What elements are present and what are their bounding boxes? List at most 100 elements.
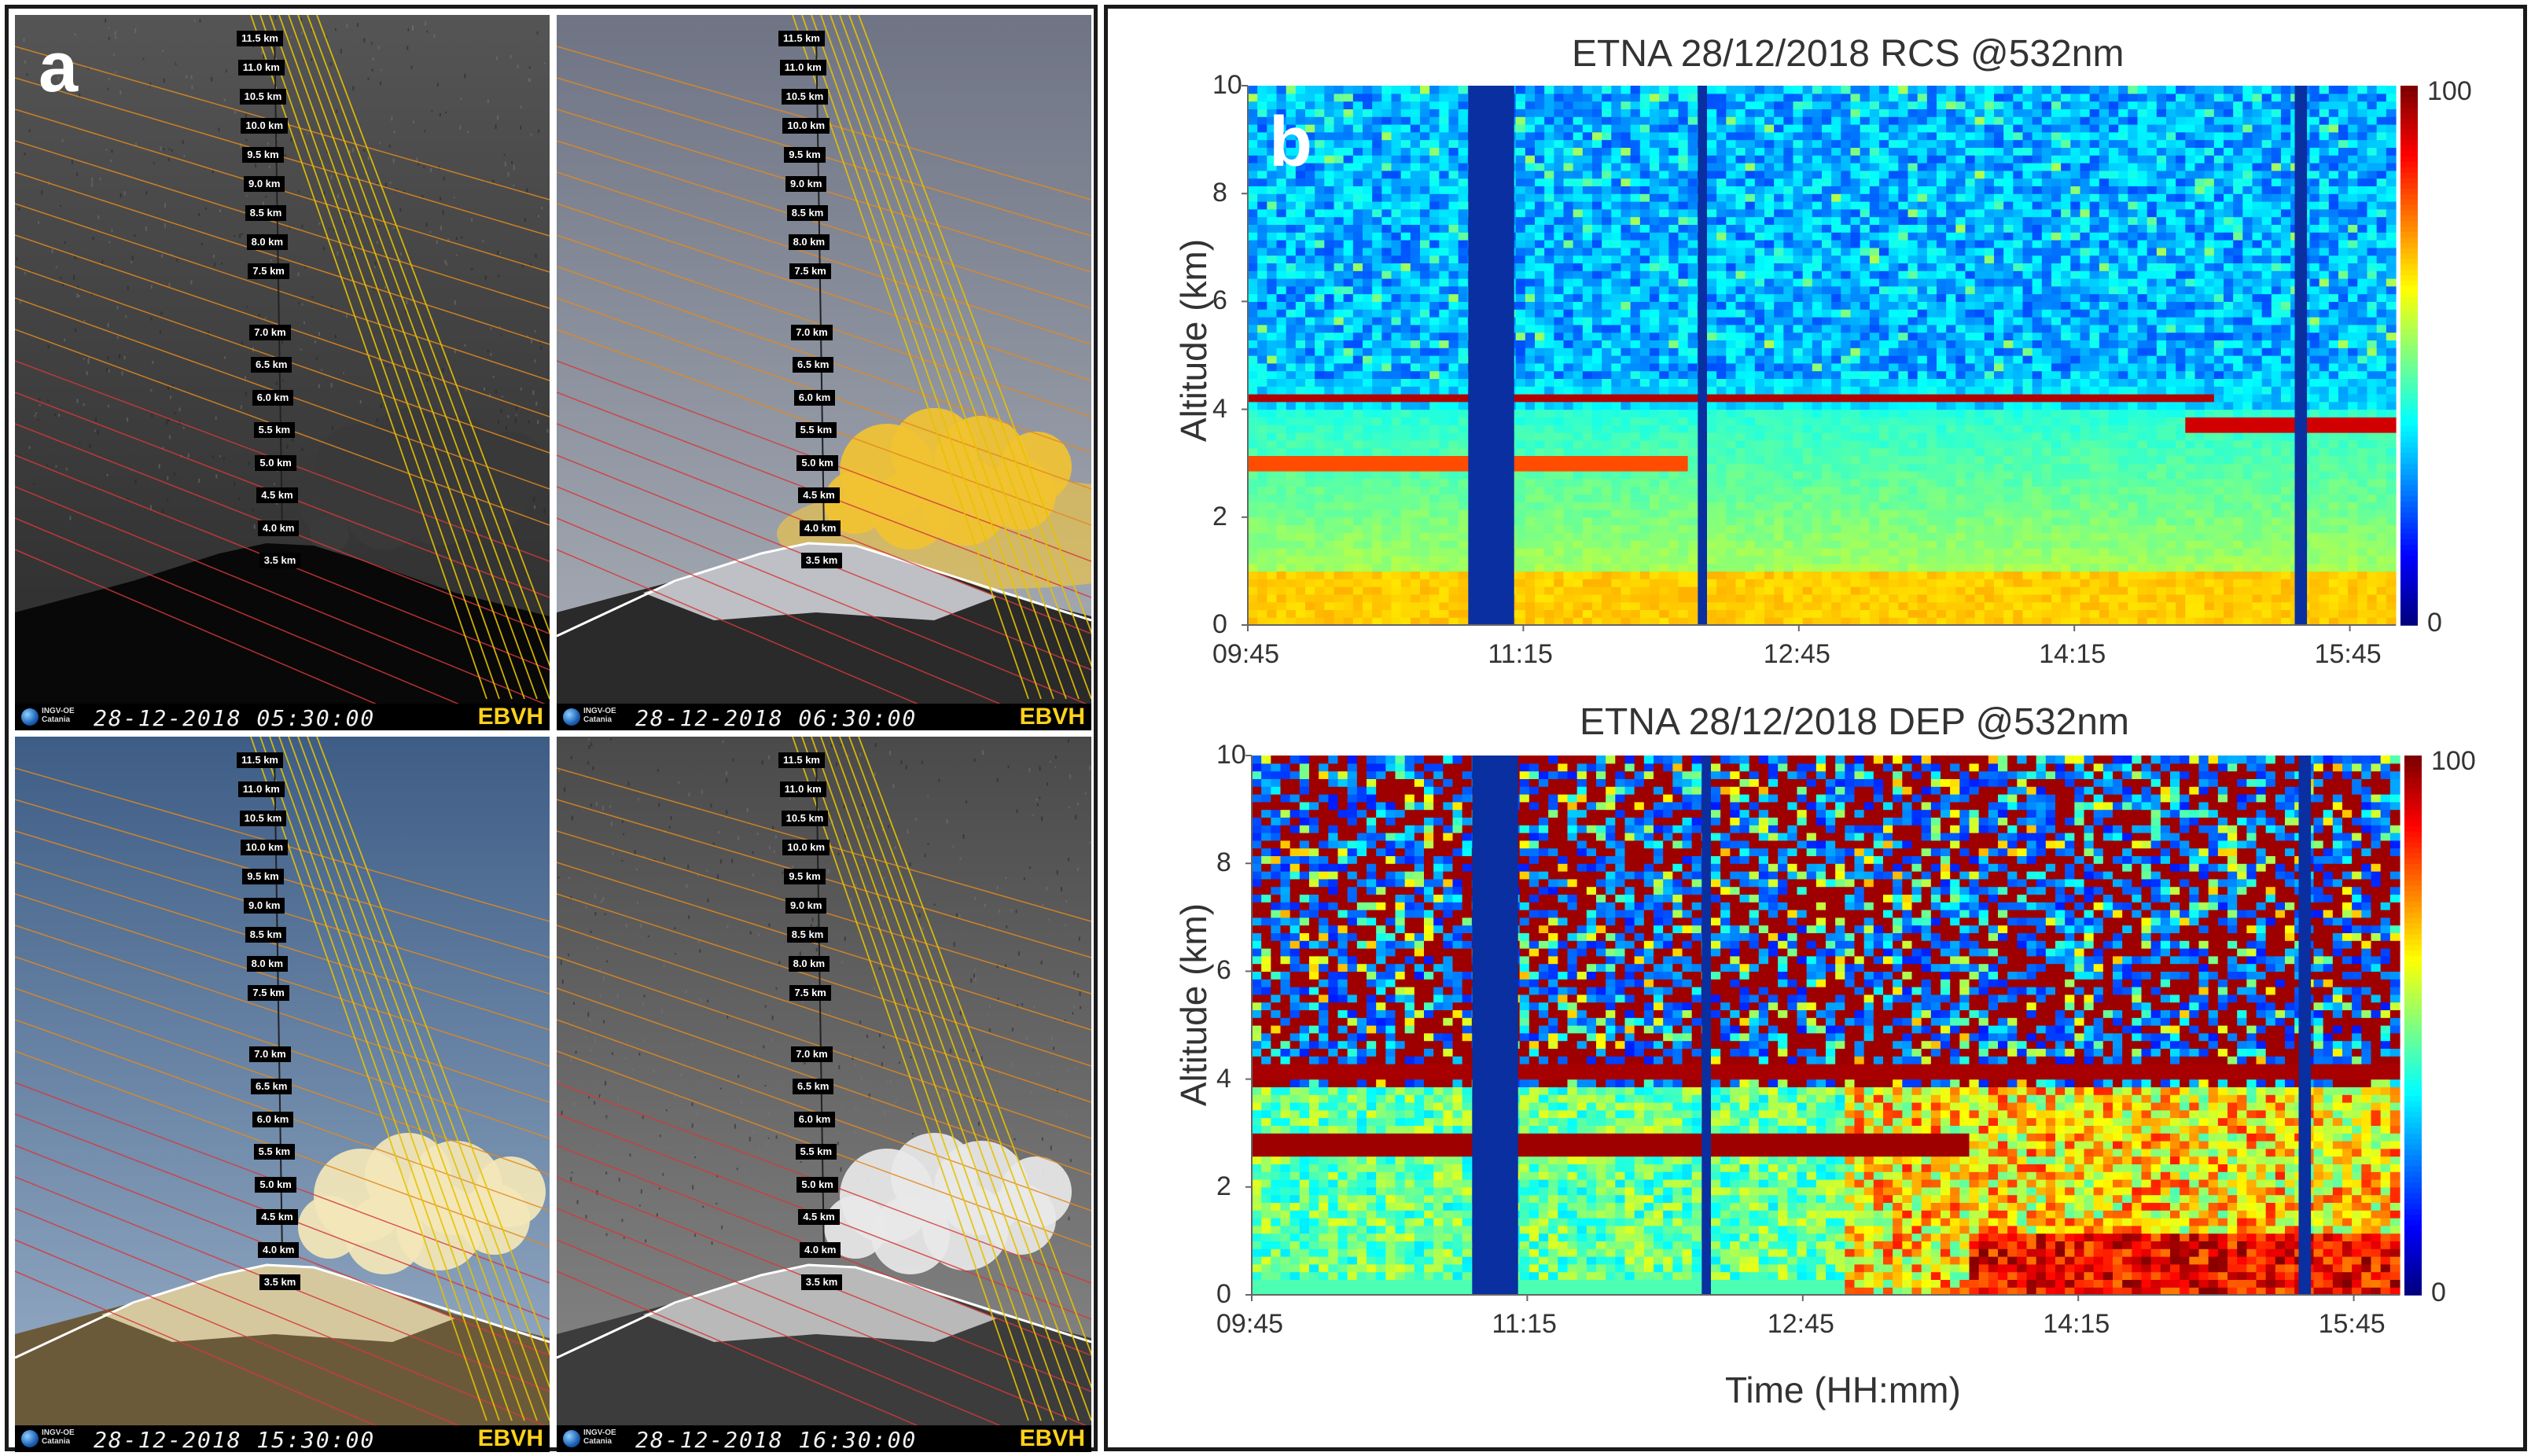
altitude-label: 9.5 km <box>242 147 284 163</box>
camera-scene <box>557 737 1091 1452</box>
no-data-band <box>1468 86 1514 625</box>
altitude-label: 6.0 km <box>252 389 294 406</box>
altitude-label: 8.5 km <box>786 205 829 221</box>
altitude-label: 5.0 km <box>255 1176 296 1193</box>
altitude-label: 6.0 km <box>793 389 836 406</box>
altitude-label: 5.0 km <box>796 1176 838 1193</box>
dep-xtick: 14:15 <box>2043 1309 2110 1339</box>
ingv-logo-icon <box>21 1430 39 1447</box>
altitude-label: 4.5 km <box>798 487 840 503</box>
rcs-ytick: 2 <box>1212 501 1227 531</box>
camera-org: INGV-OE Catania <box>583 707 616 724</box>
camera-footer: INGV-OE Catania 28-12-2018 16:30:00 EBVH <box>557 1425 1091 1452</box>
altitude-label: 5.5 km <box>253 422 296 438</box>
altitude-label: 3.5 km <box>259 553 301 568</box>
camera-scene <box>15 15 550 730</box>
no-data-band <box>1698 86 1707 625</box>
altitude-label: 4.0 km <box>258 520 300 536</box>
altitude-label: 5.0 km <box>255 454 296 471</box>
camera-scene <box>557 15 1091 730</box>
no-data-band <box>2294 86 2308 625</box>
altitude-label: 10.5 km <box>781 89 829 105</box>
dep-xtick: 15:45 <box>2318 1309 2386 1339</box>
altitude-label: 8.5 km <box>786 927 829 943</box>
rcs-xtick: 12:45 <box>1763 639 1830 669</box>
altitude-label: 6.5 km <box>251 1079 292 1094</box>
altitude-label: 8.0 km <box>788 234 830 250</box>
rcs-ytick: 4 <box>1212 393 1227 424</box>
dep-xtick: 09:45 <box>1216 1309 1284 1339</box>
panel-b-lidar-plots: b ETNA 28/12/2018 RCS @532nm ETNA 28/12/… <box>1104 5 2527 1451</box>
camera-code: EBVH <box>477 1425 543 1451</box>
dep-ytick: 0 <box>1216 1279 1231 1309</box>
dep-colorbar-tick: 0 <box>2431 1278 2446 1307</box>
rcs-xtick: 15:45 <box>2314 639 2382 669</box>
rcs-xtick: 14:15 <box>2039 639 2106 669</box>
camera-footer: INGV-OE Catania 28-12-2018 06:30:00 EBVH <box>557 704 1091 730</box>
camera-footer: INGV-OE Catania 28-12-2018 15:30:00 EBVH <box>15 1425 550 1452</box>
altitude-label: 8.0 km <box>246 234 289 250</box>
dep-ytick: 8 <box>1216 847 1231 878</box>
altitude-label: 6.5 km <box>251 357 292 373</box>
altitude-label: 11.5 km <box>237 752 283 768</box>
altitude-label: 11.0 km <box>779 60 826 75</box>
rcs-plot-title: ETNA 28/12/2018 RCS @532nm <box>1572 33 2124 75</box>
altitude-label: 8.0 km <box>788 956 830 972</box>
altitude-label: 8.5 km <box>245 205 287 221</box>
rcs-xtick: 09:45 <box>1212 639 1280 669</box>
camera-image-0630: 11.5 km 11.0 km 10.5 km 10.0 km 9.5 km 9.0 km… <box>557 15 1091 730</box>
lidar-plots-svg <box>1242 85 2422 1301</box>
altitude-label: 4.5 km <box>256 487 298 503</box>
ingv-logo-icon <box>563 708 580 726</box>
altitude-label: 9.5 km <box>242 869 284 884</box>
rcs-ylabel: Altitude (km) <box>1173 238 1215 443</box>
rcs-colorbar-tick: 0 <box>2427 608 2442 638</box>
altitude-label: 9.0 km <box>785 898 827 914</box>
altitude-label: 10.0 km <box>782 118 830 134</box>
no-data-band <box>1701 756 1711 1295</box>
altitude-label: 4.0 km <box>800 1241 841 1258</box>
camera-code: EBVH <box>1019 1425 1085 1451</box>
panel-letter-b: b <box>1269 103 1312 182</box>
altitude-label: 7.5 km <box>248 263 289 279</box>
camera-code: EBVH <box>1019 704 1085 730</box>
dep-xtick: 12:45 <box>1767 1309 1834 1339</box>
camera-org: INGV-OE Catania <box>583 1428 616 1446</box>
altitude-label: 11.5 km <box>778 31 825 46</box>
altitude-label: 7.5 km <box>789 985 831 1001</box>
rcs-colorbar-tick: 100 <box>2427 76 2472 106</box>
altitude-label: 11.0 km <box>237 60 285 75</box>
panel-letter-a: a <box>39 28 79 107</box>
ingv-logo-icon <box>563 1430 580 1447</box>
rcs-ytick: 6 <box>1212 285 1227 316</box>
altitude-label: 7.0 km <box>791 324 833 340</box>
altitude-label: 3.5 km <box>800 1274 843 1290</box>
altitude-label: 7.0 km <box>249 324 291 340</box>
no-data-band <box>1472 756 1518 1295</box>
altitude-label: 6.5 km <box>793 1079 834 1094</box>
altitude-label: 5.5 km <box>253 1144 296 1160</box>
altitude-label: 9.0 km <box>244 176 285 192</box>
rcs-ytick: 0 <box>1212 609 1227 639</box>
altitude-label: 9.5 km <box>784 147 826 163</box>
camera-org: INGV-OE Catania <box>42 1428 75 1446</box>
altitude-label: 7.0 km <box>249 1046 291 1062</box>
altitude-label: 7.5 km <box>248 985 289 1001</box>
altitude-label: 4.5 km <box>256 1209 298 1225</box>
altitude-label: 11.0 km <box>237 781 285 797</box>
altitude-label: 10.5 km <box>781 811 829 826</box>
camera-timestamp: 28-12-2018 16:30:00 <box>635 1427 918 1452</box>
dep-xtick: 11:15 <box>1492 1309 1557 1339</box>
dep-ytick: 4 <box>1216 1063 1231 1094</box>
altitude-label: 6.0 km <box>793 1111 836 1127</box>
altitude-label: 8.0 km <box>246 956 289 972</box>
altitude-label: 5.0 km <box>796 454 838 471</box>
altitude-label: 10.0 km <box>241 840 289 855</box>
altitude-label: 10.0 km <box>241 118 289 134</box>
altitude-label: 7.5 km <box>789 263 831 279</box>
camera-timestamp: 28-12-2018 06:30:00 <box>635 705 918 730</box>
camera-timestamp: 28-12-2018 05:30:00 <box>94 705 376 730</box>
dep-plot-title: ETNA 28/12/2018 DEP @532nm <box>1580 701 2129 743</box>
rcs-ytick: 8 <box>1212 178 1227 208</box>
altitude-label: 10.5 km <box>239 89 287 105</box>
